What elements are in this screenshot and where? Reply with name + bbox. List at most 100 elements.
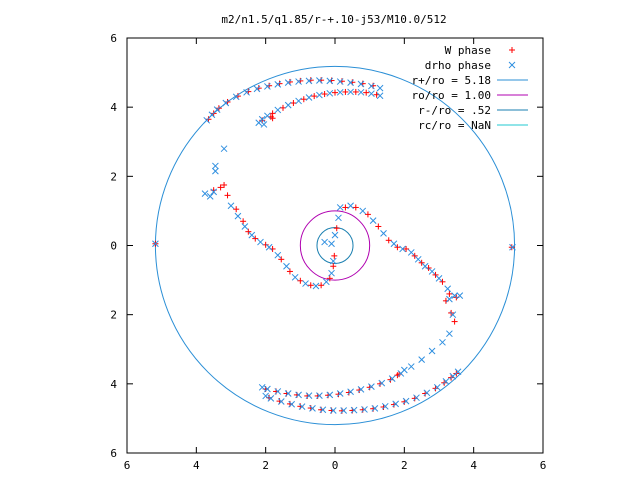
drho-phase-point [414,255,422,263]
drho-phase-point [248,231,256,239]
drho-phase-point [347,79,354,86]
drho-phase-point [284,390,292,397]
drho-phase-point [260,121,268,128]
drho-phase-point [456,292,464,299]
drho-phase-point [267,395,275,402]
drho-phase-point [258,383,266,391]
w-phase-point [446,290,453,297]
drho-phase-point [446,295,453,303]
drho-phase-point [222,99,230,107]
drho-phase-point [509,243,516,251]
drho-phase-point [274,388,282,395]
w-phase-point [451,318,458,325]
drho-phase-point [407,249,415,256]
w-phase-point [252,235,259,242]
drho-phase-point [257,238,264,246]
drho-phase-point [295,391,302,399]
drho-phase-point [336,390,344,397]
drho-phase-point [435,275,443,282]
drho-phase-point [264,385,271,393]
drho-phase-point [421,262,429,270]
drho-phase-point [326,77,334,85]
drho-phase-point [390,240,398,248]
drho-phase-point [336,204,344,211]
drho-phase-point [359,207,367,215]
x-tick-label: 0 [332,459,339,472]
y-tick-label: 4 [110,378,117,391]
w-phase-point [321,91,328,98]
drho-phase-point [368,82,375,90]
legend-marker [508,61,516,69]
x-tick-label: 2 [401,459,408,472]
w-phase-point [439,278,446,285]
drho-phase-point [274,80,282,88]
drho-phase-point [361,406,368,413]
drho-phase-point [335,214,342,222]
w-phase-point [318,282,325,289]
drho-phase-point [316,91,323,99]
drho-phase-point [428,268,436,275]
drho-phase-point [331,231,339,239]
drho-phase-point [336,88,344,96]
drho-phase-point [213,106,221,113]
w-phase-point [300,96,307,103]
drho-phase-point [212,167,219,175]
w-phase-point [217,184,224,191]
drho-phase-point [329,257,337,265]
drho-phase-point [253,85,261,93]
drho-phase-point [232,93,240,101]
drho-phase-point [243,88,250,96]
drho-phase-point [328,269,335,277]
drho-phase-point [376,92,384,100]
w-phase-point [224,192,231,199]
w-phase-point [245,228,252,235]
y-tick-label: 6 [110,447,117,460]
drho-phase-point [274,251,282,259]
drho-phase-point [152,240,159,248]
drho-phase-point [203,116,211,124]
drho-phase-point [428,347,436,355]
drho-phase-point [347,202,354,210]
w-phase-point [418,259,425,266]
drho-phase-point [234,212,242,220]
drho-phase-point [258,115,266,123]
drho-phase-point [220,145,228,153]
legend: W phase drho phase r+/ro = 5.18 ro/ro = 1.0… [412,44,528,132]
drho-phase-point [442,378,450,385]
drho-phase-point [305,94,313,101]
drho-phase-point [376,84,384,92]
w-phase-point [221,181,228,188]
y-tick-label: 2 [110,309,117,322]
drho-phase-point [423,389,431,397]
w-phase-point [411,252,418,259]
drho-phase-point [418,356,426,363]
w-phase-point [286,268,293,275]
drho-phase-point [413,394,420,402]
drho-phase-point [329,407,337,414]
w-phase-point [269,115,276,122]
w-phase-point [403,245,410,252]
data-points [152,77,516,414]
drho-phase-point [399,245,406,253]
drho-phase-point [381,402,389,410]
circle-r- [316,227,354,264]
y-tick-label: 6 [110,32,117,45]
drho-phase-point [350,406,358,414]
drho-phase-point [305,77,313,85]
drho-phase-point [357,88,365,96]
drho-phase-point [368,383,375,390]
drho-phase-point [283,262,290,270]
drho-phase-point [444,285,452,293]
drho-phase-point [439,338,446,346]
w-phase-point [375,223,382,230]
y-tick-label: 0 [110,240,117,253]
w-phase-point [330,263,337,270]
legend-label: ro/ro = 1.00 [412,89,491,102]
y-tick-label: 2 [110,170,117,183]
w-phase-point [394,244,401,251]
w-phase-point [333,225,340,232]
drho-phase-point [212,162,219,170]
drho-phase-point [326,89,334,97]
w-phase-point [352,88,359,95]
drho-phase-point [369,217,377,224]
